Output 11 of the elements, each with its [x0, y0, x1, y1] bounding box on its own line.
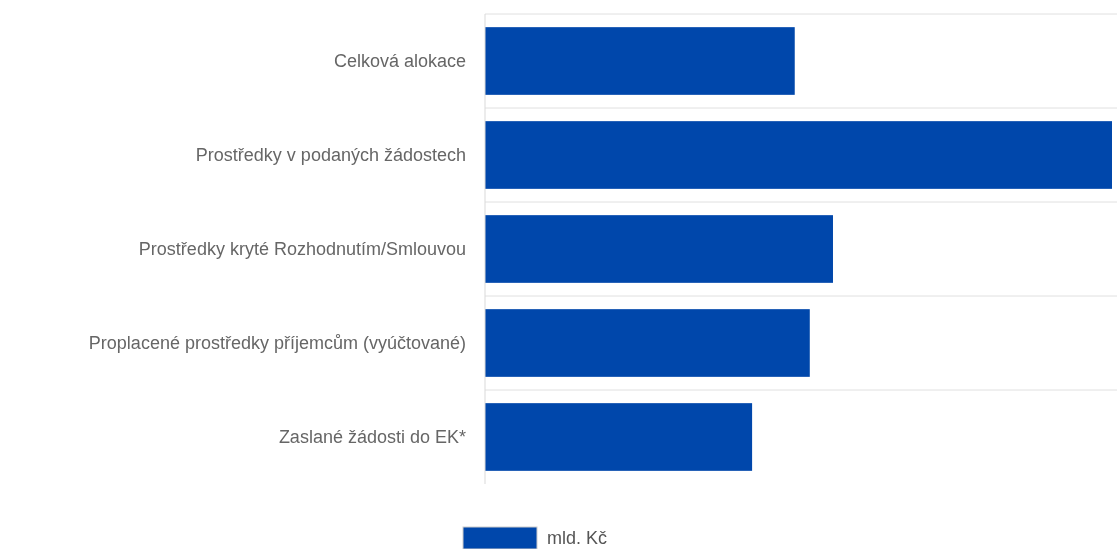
y-tick-label: Proplacené prostředky příjemcům (vyúčtované)	[88, 333, 466, 353]
bar	[485, 121, 1112, 189]
bar	[485, 309, 810, 377]
bar	[485, 403, 753, 471]
y-tick-label: Prostředky kryté Rozhodnutím/Smlouvou	[138, 239, 466, 259]
bar	[485, 215, 833, 283]
bar	[485, 27, 795, 95]
y-tick-label: Celková alokace	[333, 51, 466, 71]
y-tick-label: Prostředky v podaných žádostech	[195, 145, 466, 165]
y-tick-label: Zaslané žádosti do EK*	[278, 427, 466, 447]
legend-label: mld. Kč	[547, 528, 608, 548]
